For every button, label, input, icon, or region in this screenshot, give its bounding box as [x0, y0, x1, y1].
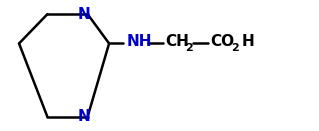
Text: 2: 2: [232, 43, 239, 53]
Text: N: N: [77, 109, 90, 124]
Text: N: N: [77, 7, 90, 22]
Text: CH: CH: [165, 34, 189, 49]
Text: CO: CO: [210, 34, 234, 49]
Text: H: H: [241, 34, 254, 49]
Text: 2: 2: [185, 43, 193, 53]
Text: NH: NH: [127, 34, 152, 49]
